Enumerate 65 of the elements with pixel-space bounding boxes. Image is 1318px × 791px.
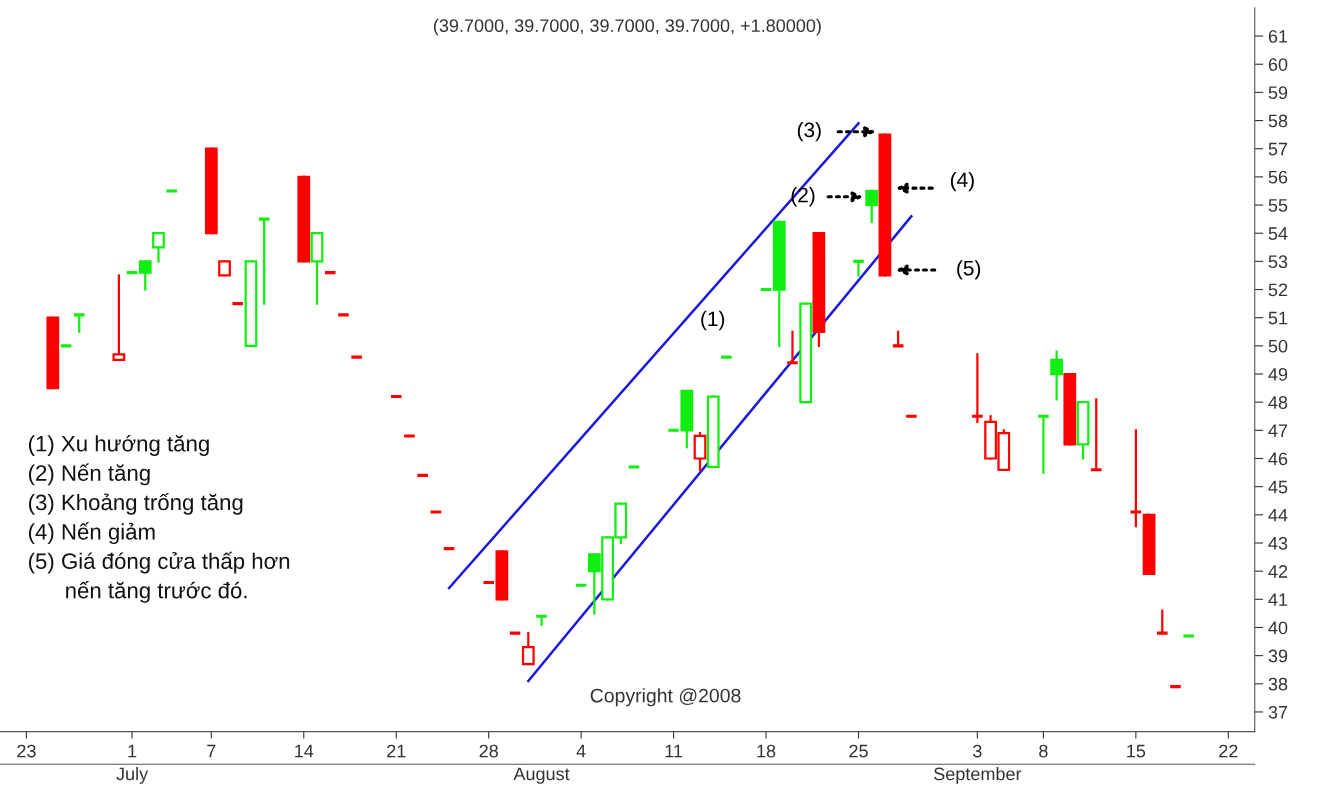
candlestick — [521, 632, 535, 666]
x2-tick-label: August — [513, 767, 570, 784]
candlestick — [1036, 414, 1051, 474]
x-tick-label: 4 — [576, 744, 586, 758]
annotation: (2) — [791, 187, 815, 207]
annotation: (4) — [950, 171, 974, 192]
text: (39.7000, 39.7000, 39.7000, 39.7000, +1.80000) — [433, 18, 821, 36]
x-tick-label: 21 — [387, 744, 406, 758]
y-tick-label: 42 — [1268, 565, 1288, 578]
y-tick-label: 51 — [1268, 311, 1288, 325]
candlestick — [112, 274, 126, 362]
annotation: (1) Xu hướng tăng (2) Nến tăng (3) Khoảng trống tăng (4) Nến giảm (5) Giá đóng cửa thấp hơn nến tăng trước đó. — [28, 434, 290, 603]
x-tick-label: 23 — [17, 744, 36, 758]
y-tick-label: 60 — [1268, 58, 1288, 71]
candlestick — [785, 330, 800, 365]
annotation: (3) — [797, 121, 821, 142]
y-tick-label: 55 — [1268, 199, 1288, 212]
y-tick-label: 37 — [1268, 705, 1288, 719]
annotation: (5) — [957, 260, 981, 280]
x-tick-label: 1 — [128, 744, 137, 758]
y-tick-label: 50 — [1268, 339, 1288, 353]
y-tick-label: 40 — [1268, 621, 1288, 635]
y-tick-label: 53 — [1268, 255, 1288, 269]
candlestick — [138, 260, 152, 291]
annotation: Copyright @2008 — [590, 688, 741, 707]
x-tick-label: 15 — [1127, 744, 1146, 758]
candlestick — [1050, 350, 1064, 401]
y-tick-label: 58 — [1268, 114, 1288, 128]
x-tick-label: 11 — [665, 744, 683, 758]
x-tick-label: 25 — [849, 744, 868, 758]
x-tick-label: 18 — [757, 744, 776, 758]
y-tick-label: 38 — [1268, 677, 1288, 691]
y-tick-label: 48 — [1268, 396, 1288, 409]
candlestick — [851, 259, 866, 277]
y-tick-label: 46 — [1268, 452, 1288, 466]
candlestick — [257, 217, 271, 305]
y-tick-label: 39 — [1268, 649, 1288, 663]
y-tick-label: 52 — [1268, 283, 1288, 297]
x-tick-label: 28 — [479, 744, 498, 758]
y-tick-label: 59 — [1268, 86, 1288, 100]
candlestick — [534, 614, 549, 626]
x2-tick-label: July — [116, 767, 149, 784]
y-tick-label: 43 — [1268, 536, 1288, 550]
y-tick-label: 54 — [1268, 227, 1288, 240]
x-tick-label: 22 — [1219, 744, 1238, 758]
candlestick — [1129, 429, 1143, 528]
x-tick-label: 14 — [295, 744, 314, 758]
y-tick-label: 56 — [1268, 170, 1288, 184]
candlestick — [1155, 609, 1170, 635]
y-tick-label: 45 — [1268, 480, 1288, 494]
x2-tick-label: September — [934, 767, 1022, 784]
candlestick — [1089, 398, 1104, 472]
y-tick-label: 61 — [1268, 30, 1288, 43]
x-tick-label: 7 — [207, 744, 216, 758]
x-tick-label: 3 — [973, 744, 982, 758]
candlestick — [152, 232, 165, 263]
x-tick-label: 8 — [1039, 744, 1048, 758]
candlestick — [970, 353, 985, 423]
y-tick-label: 44 — [1268, 508, 1288, 522]
annotation: (1) — [701, 310, 725, 331]
y-tick-label: 57 — [1268, 142, 1288, 156]
candlestick — [865, 189, 879, 224]
y-tick-label: 47 — [1268, 424, 1288, 437]
y-tick-label: 41 — [1268, 593, 1288, 606]
y-tick-label: 49 — [1268, 367, 1288, 381]
